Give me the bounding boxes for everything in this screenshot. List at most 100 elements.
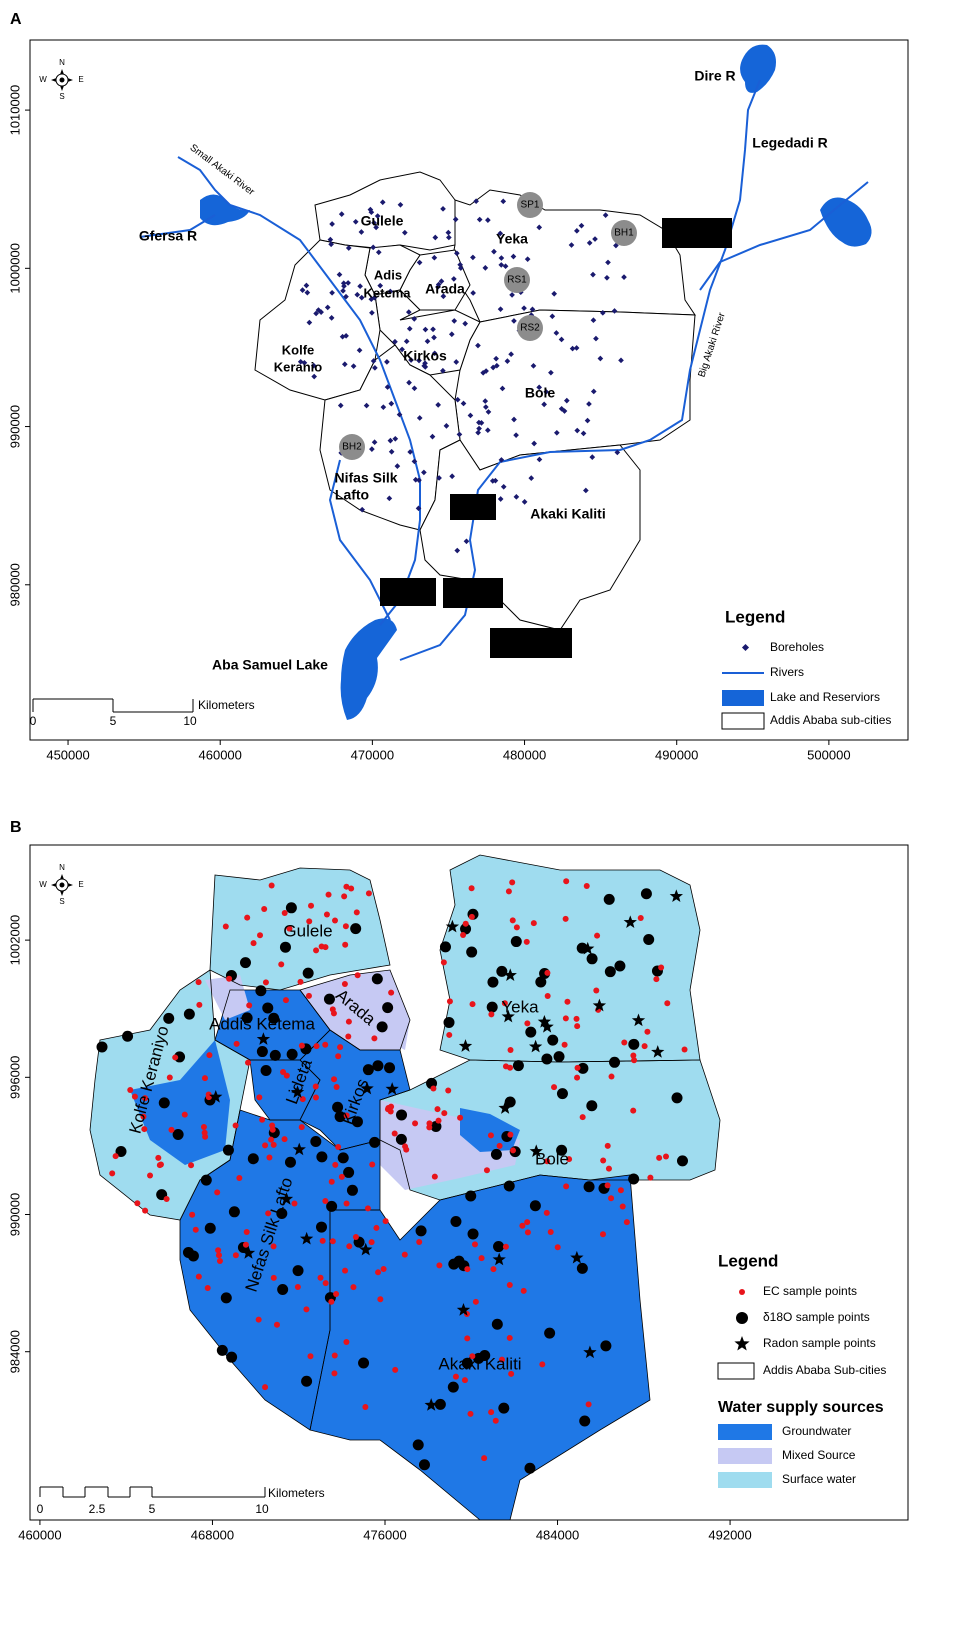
label: Addis Ababa Sub-cities (763, 1363, 886, 1377)
borehole (573, 345, 580, 351)
y-tick-label: 990000 (7, 405, 22, 448)
label: δ18O sample points (763, 1310, 870, 1324)
ec-point (189, 1211, 196, 1218)
compass-label: N (59, 58, 65, 67)
borehole (574, 427, 581, 434)
ec-point (232, 1122, 239, 1129)
station-label: RS2 (520, 323, 540, 334)
borehole (354, 291, 361, 298)
borehole (375, 249, 382, 256)
compass-label: S (59, 92, 64, 101)
borehole (408, 357, 414, 363)
ec-point (492, 1417, 499, 1424)
delta18o-point (541, 1053, 553, 1065)
borehole (536, 224, 543, 231)
ec-point (232, 1252, 239, 1259)
ec-point (257, 932, 264, 939)
borehole (431, 334, 437, 341)
delta18o-point (430, 1120, 442, 1132)
ec-point (131, 1093, 138, 1100)
ec-point (373, 1224, 380, 1231)
delta18o-point (115, 1145, 127, 1157)
borehole (440, 293, 447, 300)
borehole (529, 306, 536, 313)
borehole (618, 357, 624, 364)
ec-point (322, 1280, 329, 1287)
ec-point (306, 918, 313, 925)
borehole (621, 274, 627, 280)
ec-point (201, 1075, 208, 1082)
borehole (406, 379, 412, 386)
borehole (310, 362, 317, 369)
borehole (453, 359, 460, 365)
delta18o-point (412, 1439, 424, 1451)
delta18o-point (486, 1001, 498, 1013)
borehole (429, 433, 436, 440)
sub-city-border (309, 1174, 651, 1521)
ec-point (585, 1401, 592, 1408)
ec-point (322, 1197, 329, 1204)
borehole (467, 412, 474, 419)
label: Legend (718, 1251, 778, 1270)
ec-point (312, 1094, 319, 1101)
label: Addis Ababa sub-cities (770, 713, 891, 727)
borehole (337, 402, 344, 409)
delta18o-point (604, 966, 616, 978)
ec-point (574, 1074, 581, 1081)
delta18o-point (228, 1206, 240, 1218)
ec-point (343, 883, 350, 890)
ec-point (345, 1033, 352, 1040)
ec-point (343, 1339, 350, 1346)
lake (340, 618, 397, 720)
y-tick-label: 996000 (7, 1056, 22, 1099)
delta18o-point (376, 1021, 388, 1033)
borehole (374, 213, 381, 219)
ec-point (547, 1228, 554, 1235)
borehole (497, 306, 504, 313)
panel-label: B (10, 819, 22, 836)
borehole (445, 229, 452, 236)
ec-point (412, 1120, 419, 1127)
borehole (357, 283, 363, 290)
borehole (338, 211, 345, 217)
radon-point (528, 1039, 543, 1053)
borehole (521, 305, 527, 312)
ec-point (141, 1126, 148, 1133)
ec-point (172, 1054, 179, 1061)
delta18o-point (577, 1062, 589, 1074)
borehole (498, 255, 505, 261)
ec-point (382, 1218, 389, 1225)
delta18o-point (576, 1262, 588, 1274)
borehole (435, 281, 442, 288)
borehole (336, 271, 343, 278)
plant (662, 218, 732, 248)
ec-point (294, 1284, 301, 1291)
borehole (443, 423, 450, 429)
plant (450, 494, 496, 520)
ec-point (664, 1000, 671, 1007)
ec-point (403, 1146, 410, 1153)
delta18o-point (603, 893, 615, 905)
ec-point (440, 959, 447, 966)
ec-point (317, 1274, 324, 1281)
radon-point (492, 1252, 506, 1266)
borehole (586, 240, 593, 246)
borehole (605, 259, 611, 266)
label: Addis Ketema (209, 1014, 315, 1033)
sub-city (300, 1030, 410, 1150)
label: Arada (425, 281, 465, 297)
borehole (499, 385, 506, 392)
borehole (590, 388, 597, 395)
ec-point (501, 1000, 508, 1007)
panel-label: A (10, 11, 22, 28)
borehole (451, 318, 458, 324)
label: EC sample points (763, 1284, 857, 1298)
borehole (358, 229, 365, 235)
borehole (329, 221, 335, 227)
plant-label: Legedadi (674, 227, 719, 239)
borehole (341, 361, 348, 368)
ec-point (539, 1361, 546, 1368)
borehole (422, 326, 429, 333)
ec-point (416, 1239, 423, 1246)
borehole (574, 228, 580, 234)
